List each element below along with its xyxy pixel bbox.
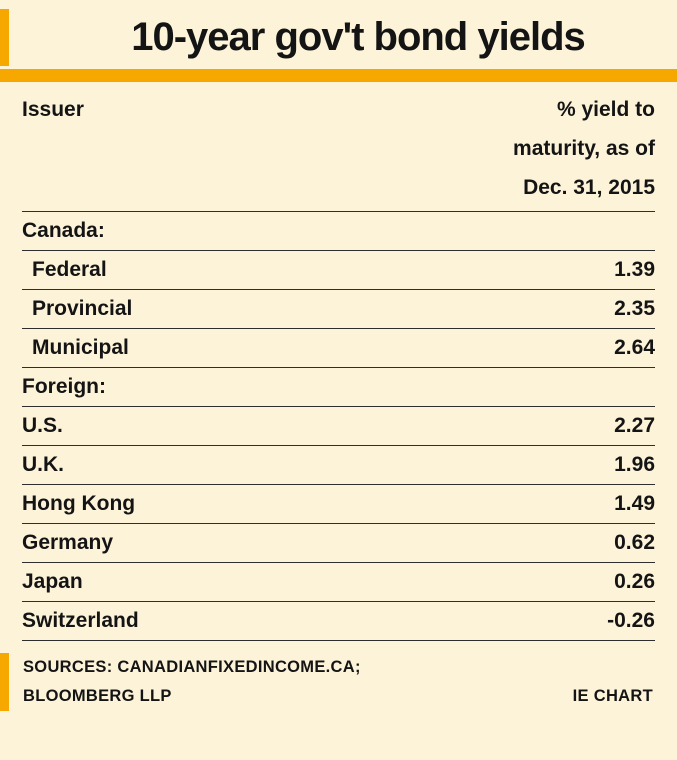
yield-header-line2: maturity, as of	[513, 137, 655, 160]
column-header-issuer: Issuer	[22, 98, 84, 121]
table-row-federal: Federal 1.39	[22, 251, 655, 290]
chart-credit: IE CHART	[572, 687, 653, 705]
row-value: 2.35	[614, 297, 655, 320]
row-value: 1.39	[614, 258, 655, 281]
row-label: Japan	[22, 570, 83, 593]
table-row-us: U.S. 2.27	[22, 407, 655, 446]
row-value: 1.96	[614, 453, 655, 476]
row-label: Canada:	[22, 219, 105, 242]
chart-title: 10-year gov't bond yields	[131, 15, 586, 59]
row-label: Provincial	[32, 297, 133, 320]
title-accent-bar	[0, 9, 9, 66]
table-row-germany: Germany 0.62	[22, 524, 655, 563]
table-row-municipal: Municipal 2.64	[22, 329, 655, 368]
row-label: Switzerland	[22, 609, 139, 632]
table-row-switzerland: Switzerland -0.26	[22, 602, 655, 641]
row-label: Foreign:	[22, 375, 106, 398]
sources-line1: SOURCES: CANADIANFIXEDINCOME.CA;	[23, 658, 361, 676]
row-value: 0.26	[614, 570, 655, 593]
row-value: 0.62	[614, 531, 655, 554]
sources-text: SOURCES: CANADIANFIXEDINCOME.CA; BLOOMBE…	[9, 653, 361, 711]
table-header-row: Issuer % yield to maturity, as of Dec. 3…	[22, 82, 655, 212]
sources-line2: BLOOMBERG LLP	[23, 687, 172, 705]
row-label: Federal	[32, 258, 107, 281]
row-label: Hong Kong	[22, 492, 136, 515]
table-row-hong-kong: Hong Kong 1.49	[22, 485, 655, 524]
row-label: Municipal	[32, 336, 129, 359]
yield-header-line1: % yield to	[556, 98, 655, 121]
row-label: U.S.	[22, 414, 63, 437]
title-divider-band	[0, 69, 677, 82]
table-row-provincial: Provincial 2.35	[22, 290, 655, 329]
row-label: Germany	[22, 531, 114, 554]
table-row-foreign-section: Foreign:	[22, 368, 655, 407]
row-value: 2.64	[614, 336, 655, 359]
table-row-uk: U.K. 1.96	[22, 446, 655, 485]
yield-header-line3: Dec. 31, 2015	[523, 176, 655, 199]
row-value: 2.27	[614, 414, 655, 437]
row-label: U.K.	[22, 453, 64, 476]
chart-footer: SOURCES: CANADIANFIXEDINCOME.CA; BLOOMBE…	[0, 653, 677, 711]
table-row-canada-section: Canada:	[22, 212, 655, 251]
row-value: 1.49	[614, 492, 655, 515]
column-header-yield: % yield to maturity, as of Dec. 31, 2015	[513, 90, 655, 207]
title-bar: 10-year gov't bond yields	[0, 9, 677, 66]
row-value: -0.26	[607, 609, 655, 632]
table-row-japan: Japan 0.26	[22, 563, 655, 602]
yields-table: Issuer % yield to maturity, as of Dec. 3…	[0, 82, 677, 641]
footer-accent-bar	[0, 653, 9, 711]
